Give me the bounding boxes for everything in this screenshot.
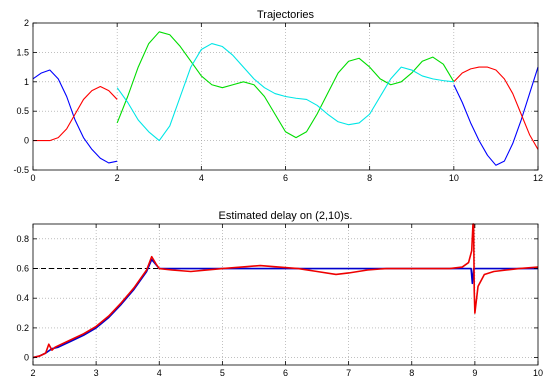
y-tick-label: 0.6 [16,264,29,274]
x-tick-label: 7 [346,368,351,378]
y-tick-label: 2 [24,18,29,28]
x-tick-label: 4 [157,368,162,378]
series-line-1-seg0 [33,87,117,141]
chart-title: Trajectories [257,9,315,21]
y-tick-label: 0.4 [16,293,29,303]
x-tick-label: 5 [220,368,225,378]
x-tick-label: 12 [533,173,543,183]
x-tick-label: 2 [115,173,120,183]
y-tick-label: 0.8 [16,234,29,244]
x-tick-label: 10 [533,368,543,378]
chart-panel-1: 2 3 4 5 6 7 8 9 10 0 0.2 0.4 0.6 0.8 Estimated delay o… [16,210,543,378]
x-tick-label: 8 [367,173,372,183]
x-tick-label: 4 [199,173,204,183]
x-tick-label: 0 [30,173,35,183]
y-tick-label: 0.5 [16,106,29,116]
x-tick-label: 10 [449,173,459,183]
y-tick-label: -0.5 [13,165,29,175]
chart-title: Estimated delay on (2,10)s. [219,210,353,222]
y-tick-label: 1 [24,77,29,87]
y-tick-label: 0 [24,353,29,363]
series-line-0-seg0 [33,70,117,163]
x-tick-label: 9 [472,368,477,378]
y-tick-label: 1.5 [16,47,29,57]
x-tick-label: 2 [30,368,35,378]
x-tick-label: 6 [283,173,288,183]
y-tick-label: 0.2 [16,323,29,333]
x-tick-label: 3 [94,368,99,378]
x-tick-label: 6 [283,368,288,378]
x-tick-label: 8 [409,368,414,378]
y-tick-label: 0 [24,136,29,146]
